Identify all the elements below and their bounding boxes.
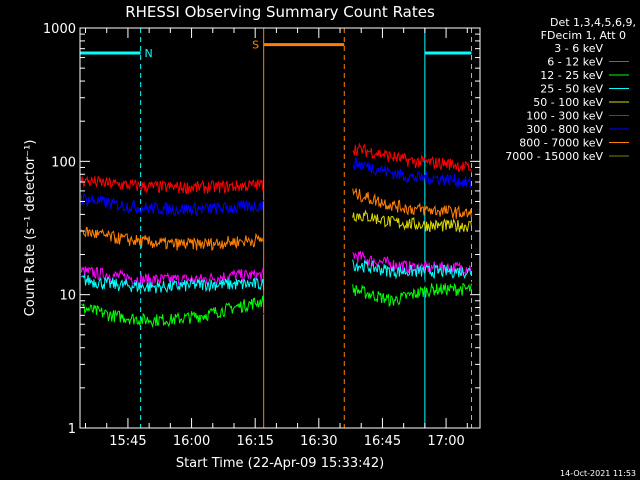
y-axis-label: Count Rate (s⁻¹ detector⁻¹) [23,140,38,317]
y-tick-label: 1 [68,422,76,437]
plot-area: NS [79,27,481,429]
legend-label: 3 - 6 keV [554,42,603,55]
series-line-7-seg-1 [352,188,472,220]
series-line-4-seg-0 [352,209,472,233]
legend-label: 6 - 12 keV [547,56,603,69]
legend: Det 1,3,4,5,6,9, FDecim 1, Att 0 3 - 6 k… [505,16,636,163]
legend-label: 300 - 800 keV [526,123,603,136]
x-tick-label: 16:00 [173,434,210,449]
annotation-label-0: N [145,47,153,60]
x-tick-labels: 15:45 16:00 16:15 16:30 16:45 17:00 [109,434,465,449]
chart-title: RHESSI Observing Summary Count Rates [125,3,435,21]
annotation-label-2: S [252,39,259,52]
legend-label: 50 - 100 keV [533,96,603,109]
series-line-6-seg-0 [80,192,265,217]
series-line-5-seg-1 [352,142,472,173]
legend-label: 12 - 25 keV [540,69,603,82]
legend-header-line-2: FDecim 1, Att 0 [541,29,626,42]
x-tick-label: 15:45 [109,434,146,449]
series-line-6-seg-1 [352,157,472,189]
x-tick-label: 16:30 [300,434,337,449]
y-tick-label: 1000 [43,22,76,37]
legend-label: 800 - 7000 keV [519,137,603,150]
y-tick-label: 10 [59,289,76,304]
y-tick-label: 100 [51,155,76,170]
series-line-1-seg-0 [80,266,265,288]
x-axis-label: Start Time (22-Apr-09 15:33:42) [176,456,384,471]
x-tick-label: 16:45 [364,434,401,449]
legend-label: 25 - 50 keV [540,83,603,96]
series-line-2-seg-1 [352,282,472,308]
x-tick-label: 17:00 [427,434,464,449]
series-line-0-seg-1 [352,262,472,290]
timestamp: 14-Oct-2021 11:53 [560,469,636,478]
plot-frame [79,27,481,429]
series-line-2-seg-0 [81,295,265,329]
y-tick-labels: 1 10 100 1000 [43,22,76,437]
legend-label: 7000 - 15000 keV [505,150,603,163]
series-line-5-seg-0 [80,175,265,195]
series-line-7-seg-0 [80,226,264,251]
series-line-3-seg-0 [81,273,265,294]
x-tick-label: 16:15 [236,434,273,449]
legend-header-line-1: Det 1,3,4,5,6,9, [550,16,636,29]
legend-label: 100 - 300 keV [526,110,603,123]
series-line-3-seg-1 [352,259,472,280]
